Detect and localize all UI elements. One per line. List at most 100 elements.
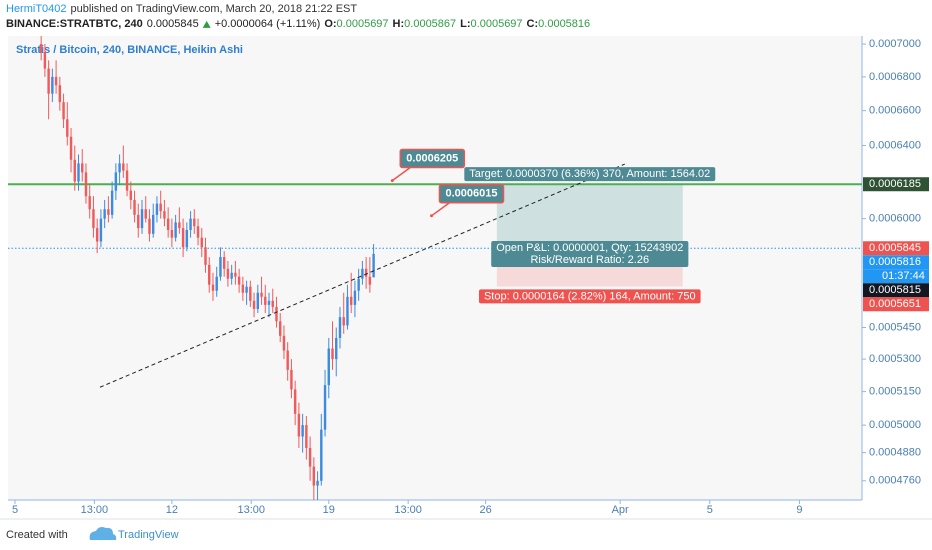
callout-box — [399, 148, 466, 169]
candle-body — [137, 214, 140, 229]
candle-body — [222, 257, 226, 269]
candle-body — [107, 209, 110, 215]
ohlc-value: 0.0005867 — [404, 18, 456, 30]
candle-body — [286, 350, 289, 370]
candle-body — [368, 276, 372, 285]
callout-label: 0.0006205 — [406, 152, 458, 164]
x-tick-label: 12 — [166, 504, 178, 516]
candle-body — [211, 284, 215, 291]
candle-body — [118, 163, 121, 173]
candle-body — [234, 272, 237, 277]
price-tag-label: 0.0005816 — [869, 256, 921, 268]
candle-body — [88, 196, 91, 210]
candle-body — [219, 257, 222, 277]
candle-body — [99, 218, 103, 242]
symbol: BINANCE:STRATBTC, 240 — [6, 18, 143, 30]
candle-body — [264, 296, 267, 305]
chart-legend: Stratis / Bitcoin, 240, BINANCE, Heikin … — [16, 44, 243, 56]
candle-body — [185, 230, 189, 248]
author[interactable]: HermiT0402 — [6, 3, 67, 15]
candle-body — [47, 68, 50, 94]
candle-body — [122, 163, 125, 171]
x-tick-label: 13:00 — [394, 504, 422, 516]
plot-area — [8, 36, 862, 500]
x-tick-label: 26 — [480, 504, 492, 516]
candle-body — [297, 413, 301, 437]
ohlc-label: L: — [460, 18, 470, 30]
candle-body — [323, 385, 327, 430]
candle-body — [110, 190, 114, 215]
y-tick-label: 0.0006400 — [869, 139, 921, 151]
x-tick-label: 13:00 — [81, 504, 109, 516]
candle-body — [208, 264, 211, 285]
candle-body — [290, 369, 293, 390]
y-tick-label: 0.0005300 — [869, 353, 921, 365]
candle-body — [58, 85, 62, 103]
up-arrow — [202, 20, 211, 28]
pnl-box — [491, 241, 689, 268]
price-tag-label: 0.0006185 — [869, 178, 921, 190]
candle-body — [144, 209, 147, 219]
price-tag — [863, 241, 929, 256]
candle-body — [170, 230, 174, 238]
candle-body — [103, 209, 106, 219]
candle-body — [133, 199, 136, 215]
header-line-1: HermiT0402 published on TradingView.com, … — [6, 3, 357, 15]
candle-body — [54, 76, 58, 86]
candle-body — [364, 268, 368, 277]
countdown-label: 01:37:44 — [882, 270, 925, 282]
candle-body — [159, 203, 162, 212]
candle-body — [260, 292, 263, 297]
candle-body — [181, 228, 185, 248]
change: +0.0000064 (+1.11%) — [215, 18, 321, 30]
candle-body — [215, 276, 218, 291]
ohlc-label: C: — [527, 18, 539, 30]
candle-body — [327, 348, 330, 386]
candle-body — [196, 226, 200, 238]
candle-body — [129, 190, 133, 200]
candle-body — [338, 317, 342, 338]
candle-body — [249, 286, 252, 301]
candle-body — [308, 447, 312, 467]
callout-pointer — [431, 202, 450, 217]
candle-body — [92, 209, 95, 229]
candle-body — [51, 76, 54, 94]
footer-brand[interactable]: TradingView — [118, 529, 179, 541]
stop-label: Stop: 0.0000164 (2.82%) 164, Amount: 750 — [484, 290, 696, 302]
candle-body — [73, 159, 76, 182]
candle-body — [349, 296, 353, 305]
y-tick-label: 0.0006000 — [869, 213, 921, 225]
callout-anchor — [390, 179, 394, 183]
x-tick-label: 5 — [707, 504, 713, 516]
candle-body — [271, 300, 274, 307]
candle-body — [39, 44, 43, 53]
candle-body — [342, 317, 345, 326]
candle-body — [81, 163, 84, 173]
x-tick-label: 9 — [796, 504, 802, 516]
callout-label: 0.0006015 — [445, 188, 497, 200]
candle-body — [77, 163, 80, 182]
candle-body — [226, 268, 230, 279]
ohlc-value: 0.0005816 — [538, 18, 590, 30]
ohlc-label: O: — [324, 18, 336, 30]
y-tick-label: 0.0005000 — [869, 419, 921, 431]
candle-body — [230, 272, 233, 279]
candle-body — [245, 286, 248, 293]
candle-body — [62, 102, 65, 120]
candle-body — [204, 247, 207, 265]
candle-body — [151, 214, 155, 234]
ohlc-value: 0.0005697 — [471, 18, 523, 30]
candle-body — [301, 425, 304, 437]
candle-body — [43, 52, 47, 69]
candle-body — [189, 218, 192, 231]
candle-body — [305, 425, 308, 448]
x-tick-label: Apr — [612, 504, 629, 516]
candle-body — [155, 203, 159, 215]
candle-body — [241, 284, 245, 293]
last-price: 0.0005845 — [147, 18, 199, 30]
candle-body — [252, 300, 256, 309]
header-line-2: BINANCE:STRATBTC, 240 0.0005845 +0.0000064… — [6, 18, 590, 30]
candle-body — [95, 228, 99, 242]
ohlc-value: 0.0005697 — [337, 18, 389, 30]
